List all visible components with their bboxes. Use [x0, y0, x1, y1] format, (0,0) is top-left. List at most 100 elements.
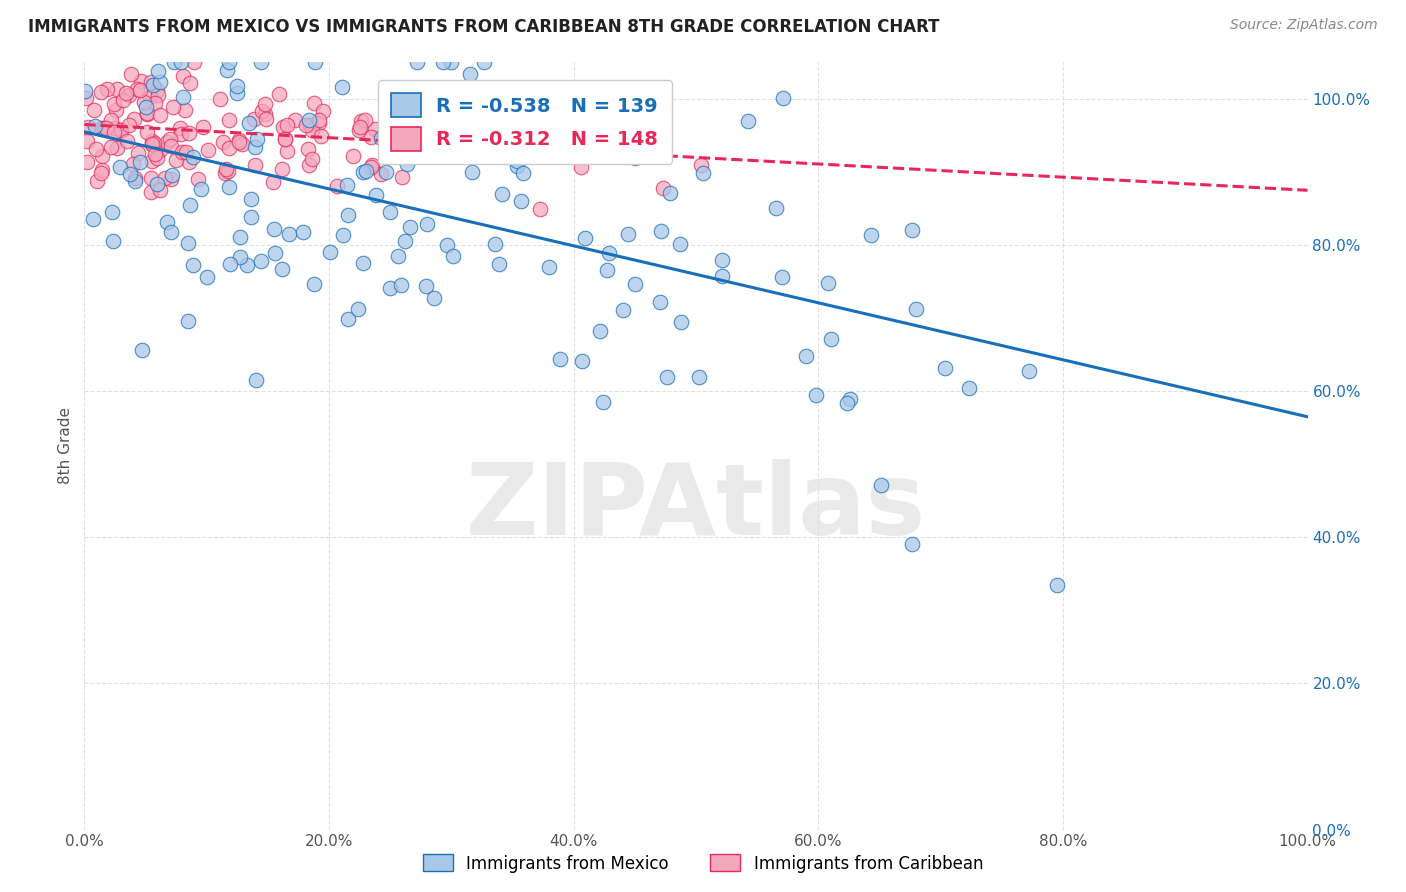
Point [399, 220, 422, 235]
Point [796, 350, 818, 364]
Point [387, 249, 409, 263]
Point [346, 302, 368, 317]
Point [353, 112, 375, 127]
Point [100, 205, 122, 219]
Point [172, 70, 194, 84]
Point [160, 138, 183, 153]
Point [256, 112, 278, 127]
Point [394, 234, 416, 248]
Point [135, 100, 157, 114]
Point [837, 396, 859, 410]
Point [110, 123, 132, 137]
Point [299, 119, 322, 133]
Point [197, 143, 219, 157]
Point [225, 86, 247, 100]
Point [177, 235, 200, 250]
Point [425, 139, 447, 153]
Point [253, 97, 276, 112]
Point [136, 107, 159, 121]
Point [100, 139, 122, 153]
Point [139, 170, 162, 185]
Point [457, 122, 479, 136]
Point [129, 73, 152, 87]
Point [347, 122, 370, 136]
Point [218, 257, 240, 271]
Point [105, 103, 128, 117]
Point [169, 120, 191, 135]
Point [267, 87, 290, 101]
Point [118, 119, 141, 133]
Point [1046, 578, 1069, 592]
Point [90, 149, 112, 163]
Point [115, 86, 138, 100]
Point [75, 84, 97, 98]
Point [422, 291, 444, 305]
Point [169, 128, 191, 142]
Point [364, 188, 387, 202]
Point [135, 105, 157, 120]
Point [433, 123, 456, 137]
Point [301, 153, 323, 167]
Point [292, 225, 315, 239]
Point [429, 142, 451, 156]
Point [650, 224, 672, 238]
Point [238, 116, 260, 130]
Point [120, 66, 142, 80]
Point [612, 303, 634, 318]
Point [449, 98, 471, 112]
Point [904, 301, 927, 316]
Point [100, 113, 122, 128]
Point [94, 120, 117, 135]
Point [263, 222, 285, 236]
Point [360, 161, 382, 175]
Point [208, 92, 231, 106]
Point [770, 269, 793, 284]
Point [440, 55, 463, 70]
Point [284, 112, 307, 127]
Point [352, 256, 374, 270]
Point [118, 167, 141, 181]
Point [520, 83, 543, 97]
Point [276, 144, 298, 158]
Point [301, 123, 323, 137]
Point [548, 351, 571, 366]
Point [162, 100, 184, 114]
Point [146, 88, 169, 103]
Point [820, 332, 842, 346]
Point [375, 164, 398, 178]
Point [149, 144, 172, 158]
Point [160, 168, 183, 182]
Point [326, 179, 349, 194]
Point [214, 166, 236, 180]
Point [309, 128, 332, 143]
Point [86, 142, 108, 156]
Point [190, 182, 212, 196]
Point [145, 177, 167, 191]
Point [382, 108, 405, 122]
Point [484, 237, 506, 252]
Point [405, 55, 427, 70]
Point [156, 135, 179, 149]
Point [624, 151, 647, 165]
Point [142, 78, 165, 92]
Point [378, 281, 401, 295]
Point [115, 134, 138, 148]
Point [103, 125, 125, 139]
Point [179, 155, 201, 169]
Point [458, 67, 481, 81]
Point [146, 151, 169, 165]
Point [432, 55, 454, 70]
Point [273, 120, 295, 134]
Point [765, 201, 787, 215]
Point [90, 166, 112, 180]
Point [384, 135, 406, 149]
Point [90, 85, 112, 99]
Point [82, 212, 104, 227]
Point [141, 137, 163, 152]
Point [612, 136, 634, 150]
Point [160, 171, 183, 186]
Point [243, 112, 266, 127]
Point [181, 150, 204, 164]
Point [409, 120, 432, 135]
Point [229, 230, 252, 244]
